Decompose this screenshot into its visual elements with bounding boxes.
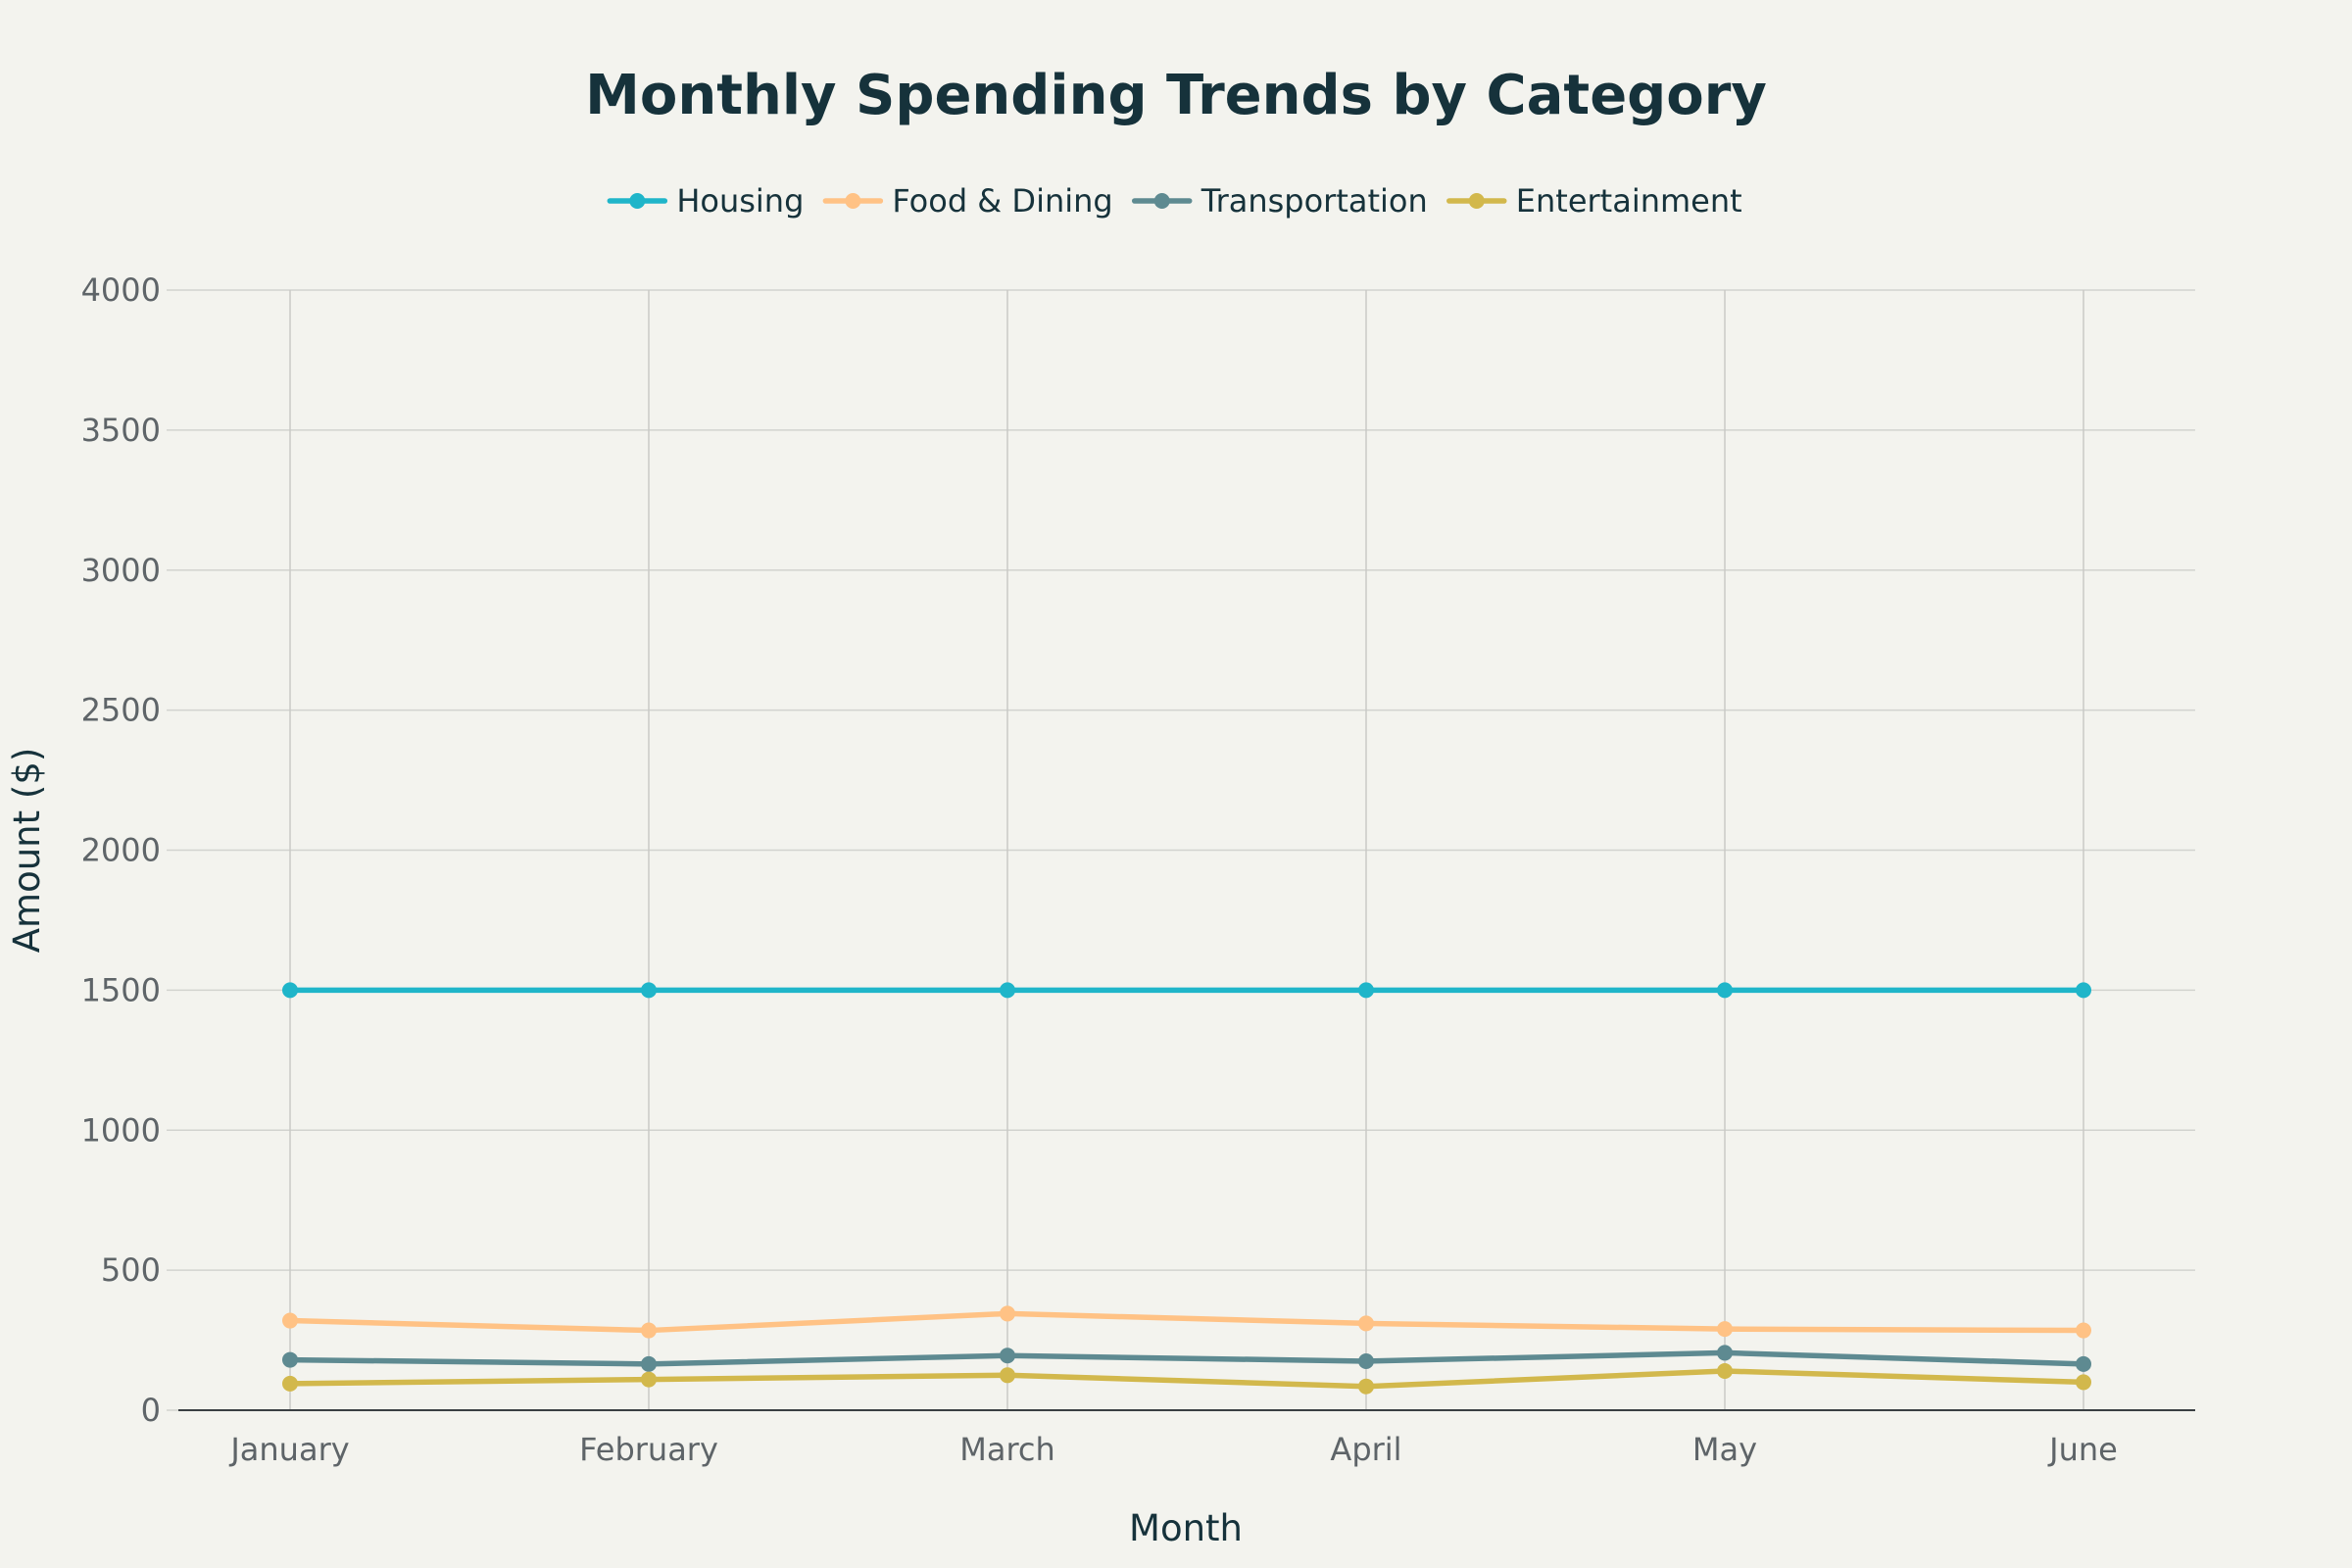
chart-title: Monthly Spending Trends by Category [585,64,1767,127]
x-tick-label: May [1692,1431,1757,1468]
series-housing [282,982,2091,999]
series-line-entertainment [287,1368,2086,1390]
series-line-transportation [287,1349,2086,1367]
data-point-transportation [1358,1352,1374,1369]
legend-swatch-marker [1468,193,1485,209]
legend-swatch-marker [629,193,646,209]
data-point-food-dining [641,1322,657,1339]
data-point-housing [1000,982,1015,999]
data-point-entertainment [1000,1367,1015,1384]
legend-item-entertainment: Entertainment [1446,182,1742,220]
legend-swatch-marker [845,193,861,209]
data-point-housing [641,982,657,999]
legend: Housing Food & Dining Transportation Entert… [607,182,1742,220]
data-point-housing [2076,982,2091,999]
data-point-transportation [1000,1348,1015,1364]
legend-item-transportation: Transportation [1131,182,1428,220]
data-point-food-dining [1717,1321,1733,1338]
legend-item-housing: Housing [607,182,804,220]
data-point-food-dining [282,1312,298,1329]
data-point-housing [282,982,298,999]
legend-label: Food & Dining [892,182,1112,220]
series-group [282,982,2091,1395]
data-point-entertainment [641,1371,657,1388]
x-tick-label: June [2047,1431,2118,1468]
legend-label: Transportation [1200,182,1428,220]
data-point-entertainment [282,1375,298,1392]
data-point-food-dining [1358,1315,1374,1332]
legend-item-food-dining: Food & Dining [822,182,1113,220]
legend-label: Entertainment [1516,182,1742,220]
data-point-transportation [2076,1355,2091,1372]
data-point-housing [1358,982,1374,999]
y-tick-label: 2000 [81,832,161,869]
y-tick-label: 2500 [81,692,161,729]
series-food-dining [282,1305,2091,1339]
y-axis-label: Amount ($) [6,748,48,954]
data-point-food-dining [1000,1305,1015,1322]
data-point-transportation [641,1355,657,1372]
y-tick-label: 3000 [81,552,161,589]
series-entertainment [282,1362,2091,1395]
y-tick-label: 500 [101,1251,161,1289]
y-tick-label: 1500 [81,971,161,1008]
data-point-food-dining [2076,1322,2091,1339]
data-point-transportation [1717,1345,1733,1361]
series-transportation [282,1345,2091,1372]
legend-label: Housing [676,182,804,220]
series-line-food-dining [287,1310,2086,1334]
x-tick-label: April [1330,1431,1401,1468]
data-point-entertainment [1717,1362,1733,1379]
x-tick-label: January [228,1431,349,1468]
x-tick-label: February [579,1431,718,1468]
grid [167,289,2195,1411]
legend-swatch-marker [1153,193,1170,209]
y-tick-label: 0 [141,1392,161,1429]
data-point-housing [1717,982,1733,999]
data-point-entertainment [1358,1378,1374,1395]
data-point-transportation [282,1351,298,1368]
y-tick-label: 4000 [81,271,161,309]
data-point-entertainment [2076,1374,2091,1391]
y-axis-ticks: 0 500 1000 1500 2000 2500 3000 3500 4000 [81,271,161,1429]
y-tick-label: 3500 [81,412,161,449]
y-tick-label: 1000 [81,1111,161,1149]
x-tick-label: March [959,1431,1055,1468]
x-axis-ticks: January February March April May June [228,1431,2118,1468]
x-axis-label: Month [1129,1507,1243,1549]
